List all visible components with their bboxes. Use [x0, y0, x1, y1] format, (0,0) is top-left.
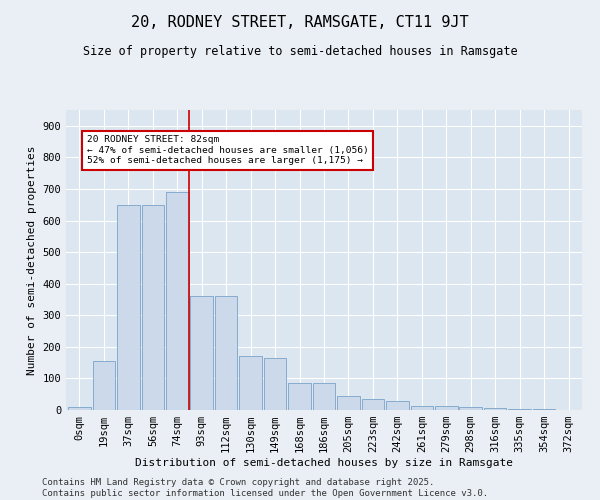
- Bar: [239, 356, 262, 410]
- Bar: [288, 383, 311, 410]
- Bar: [337, 396, 360, 410]
- Bar: [386, 400, 409, 410]
- Bar: [313, 383, 335, 410]
- Bar: [166, 192, 188, 410]
- Bar: [264, 358, 286, 410]
- X-axis label: Distribution of semi-detached houses by size in Ramsgate: Distribution of semi-detached houses by …: [135, 458, 513, 468]
- Bar: [117, 204, 140, 410]
- Bar: [410, 406, 433, 410]
- Bar: [484, 408, 506, 410]
- Bar: [142, 204, 164, 410]
- Bar: [190, 296, 213, 410]
- Text: 20, RODNEY STREET, RAMSGATE, CT11 9JT: 20, RODNEY STREET, RAMSGATE, CT11 9JT: [131, 15, 469, 30]
- Text: 20 RODNEY STREET: 82sqm
← 47% of semi-detached houses are smaller (1,056)
52% of: 20 RODNEY STREET: 82sqm ← 47% of semi-de…: [87, 136, 368, 165]
- Bar: [68, 407, 91, 410]
- Y-axis label: Number of semi-detached properties: Number of semi-detached properties: [27, 145, 37, 375]
- Bar: [508, 409, 531, 410]
- Bar: [460, 407, 482, 410]
- Bar: [92, 361, 115, 410]
- Text: Size of property relative to semi-detached houses in Ramsgate: Size of property relative to semi-detach…: [83, 45, 517, 58]
- Text: Contains HM Land Registry data © Crown copyright and database right 2025.
Contai: Contains HM Land Registry data © Crown c…: [42, 478, 488, 498]
- Bar: [435, 406, 458, 410]
- Bar: [362, 399, 384, 410]
- Bar: [215, 296, 238, 410]
